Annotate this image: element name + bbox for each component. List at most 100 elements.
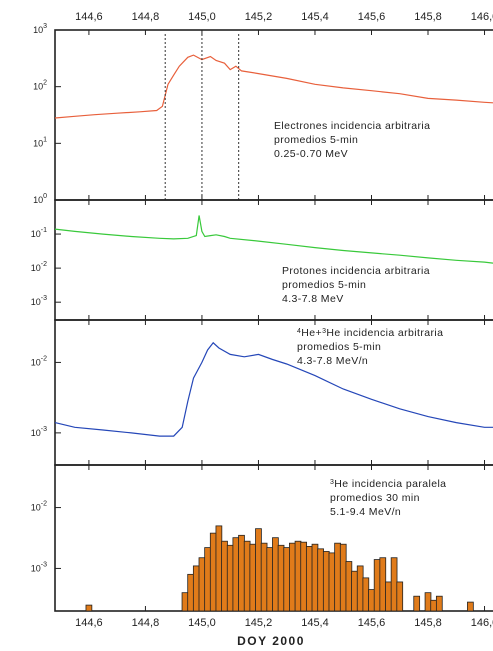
y-tick-exponent: -3 [41, 426, 47, 433]
bar [424, 592, 432, 612]
x-tick-label-top: 145,4 [301, 11, 329, 23]
bar [368, 589, 375, 612]
panel-annotation: promedios 5-min [297, 341, 381, 353]
panel-2: 10-1 10-2 10-3 Protones incidencia arbitrar… [31, 199, 493, 321]
panel-annotation: 4.3-7.8 MeV [282, 293, 344, 305]
y-tick-exponent: -3 [41, 295, 47, 302]
bar [379, 557, 387, 612]
bar [198, 557, 206, 612]
bar [317, 548, 324, 612]
y-tick-label: 10-3 [31, 561, 47, 573]
x-axis-label: DOY 2000 [237, 634, 305, 648]
bar [209, 532, 217, 612]
y-tick-exponent: -3 [41, 561, 47, 568]
bar [351, 570, 358, 612]
x-tick-label-bottom: 145,0 [188, 617, 216, 629]
bar [322, 551, 330, 612]
panel-annotation: promedios 30 min [330, 492, 420, 504]
y-tick-label: 101 [33, 136, 47, 148]
bar [356, 565, 364, 612]
bar [277, 544, 285, 612]
panel-annotation: 0.25-0.70 MeV [274, 148, 348, 160]
bar [430, 599, 437, 612]
annotation-text: He+ [301, 327, 322, 339]
bar [266, 547, 274, 612]
series-line [54, 54, 493, 119]
bar [249, 543, 257, 612]
bar [283, 547, 291, 612]
panel-annotation: 3He incidencia paralela [330, 478, 446, 490]
bar [238, 534, 245, 612]
annotation-superscript: 4 [297, 328, 301, 335]
y-tick-label: 10-1 [31, 227, 47, 239]
bar [390, 557, 398, 612]
y-tick-label: 103 [33, 23, 47, 35]
bar [345, 561, 353, 612]
y-tick-exponent: 0 [43, 193, 47, 200]
y-tick-exponent: -2 [41, 355, 47, 362]
y-tick-label: 10-3 [31, 295, 47, 307]
bar [215, 525, 223, 612]
y-tick-label: 100 [33, 193, 47, 205]
y-tick-exponent: -2 [41, 501, 47, 508]
x-tick-label-bottom: 144,6 [75, 617, 103, 629]
bar [311, 543, 319, 612]
bar [328, 552, 336, 612]
bar [305, 546, 313, 612]
panel-frame [54, 29, 493, 201]
bar [192, 565, 200, 612]
annotation-text: He incidencia arbitraria [326, 327, 443, 339]
x-tick-label-top: 145,8 [414, 11, 442, 23]
x-tick-label-top: 146,0 [471, 11, 493, 23]
x-tick-label-top: 144,8 [132, 11, 160, 23]
bar [221, 540, 228, 612]
bar [294, 540, 302, 612]
bar [300, 541, 308, 612]
bar [339, 543, 347, 612]
panel-frame [54, 319, 493, 466]
panel-3: 10-2 10-3 4He+3He incidencia arbitraria pro… [31, 319, 493, 466]
y-tick-label: 10-3 [31, 426, 47, 438]
x-tick-label-top: 145,0 [188, 11, 216, 23]
annotation-superscript: 3 [322, 328, 326, 335]
panel-annotation: promedios 5-min [282, 279, 366, 291]
bar [334, 542, 341, 612]
y-tick-exponent: -2 [41, 261, 47, 268]
bar [467, 601, 474, 612]
x-tick-label-bottom: 144,8 [132, 617, 160, 629]
panel-annotation: 5.1-9.4 MeV/n [330, 506, 401, 518]
bar [232, 537, 240, 612]
panel-4: 10-2 10-3 3He incidencia paralela promedios… [31, 464, 493, 612]
bar [373, 559, 381, 612]
panel-annotation: 4.3-7.8 MeV/n [297, 355, 368, 367]
y-tick-label: 10-2 [31, 355, 47, 367]
series-line [54, 215, 493, 264]
x-tick-label-top: 144,6 [75, 11, 103, 23]
bar [255, 528, 262, 612]
y-tick-exponent: 1 [43, 136, 47, 143]
x-tick-label-bottom: 145,2 [245, 617, 273, 629]
y-tick-exponent: 3 [43, 23, 47, 30]
bar [385, 581, 392, 612]
annotation-text: He incidencia paralela [334, 478, 446, 490]
y-tick-label: 10-2 [31, 261, 47, 273]
y-tick-exponent: 2 [43, 80, 47, 87]
x-tick-label-bottom: 145,4 [301, 617, 329, 629]
bar [413, 595, 421, 612]
bar [396, 581, 404, 612]
panel-frame [54, 199, 493, 321]
bar [181, 592, 189, 612]
x-tick-label-bottom: 146,0 [471, 617, 493, 629]
series-line [54, 341, 493, 437]
x-tick-label-top: 145,6 [358, 11, 386, 23]
bar [204, 547, 211, 612]
bar [362, 577, 370, 612]
x-tick-label-bottom: 145,8 [414, 617, 442, 629]
panel-annotation: promedios 5-min [274, 134, 358, 146]
panel-annotation: Electrones incidencia arbitraria [274, 120, 430, 132]
annotation-superscript: 3 [330, 479, 334, 486]
bar [260, 542, 268, 612]
bar [226, 544, 234, 612]
bar [435, 595, 443, 612]
